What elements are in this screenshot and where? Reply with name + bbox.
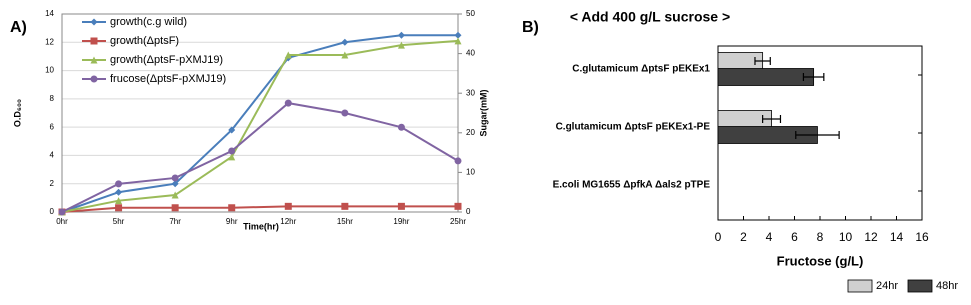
legend-label: growth(c.g wild) bbox=[110, 16, 187, 28]
chart-title: < Add 400 g/L sucrose > bbox=[570, 9, 730, 25]
point bbox=[397, 41, 405, 49]
point bbox=[454, 37, 462, 45]
y-tick-label: 4 bbox=[50, 151, 55, 160]
y2-tick-label: 0 bbox=[466, 207, 471, 216]
point bbox=[171, 204, 179, 212]
y2-tick-label: 40 bbox=[466, 49, 475, 58]
y-tick-label: C.glutamicum ΔptsF pEKEx1-PE bbox=[556, 122, 711, 133]
legend-label: growth(ΔptsF-pXMJ19) bbox=[110, 54, 223, 66]
error-bar bbox=[762, 115, 782, 123]
x-axis-label: Time(hr) bbox=[243, 221, 279, 231]
point bbox=[284, 99, 292, 107]
panel-label: B) bbox=[522, 19, 539, 36]
y2-tick-label: 20 bbox=[466, 128, 475, 137]
x-tick-label: 12 bbox=[864, 230, 878, 244]
point bbox=[228, 204, 236, 212]
y-tick-label: 12 bbox=[45, 37, 54, 46]
x-tick-label: 15hr bbox=[337, 217, 353, 226]
y-tick-label: C.glutamicum ΔptsF pEKEx1 bbox=[572, 64, 710, 75]
point bbox=[397, 123, 405, 131]
bar bbox=[717, 68, 815, 86]
x-tick-label: 16 bbox=[915, 230, 929, 244]
point bbox=[341, 202, 349, 210]
series-line bbox=[61, 205, 458, 213]
point bbox=[90, 75, 98, 83]
point bbox=[284, 51, 292, 59]
panel-label: A) bbox=[10, 19, 27, 36]
legend-label: 24hr bbox=[876, 280, 898, 292]
point bbox=[397, 31, 405, 39]
point bbox=[115, 204, 123, 212]
y-tick-label: 10 bbox=[45, 66, 54, 75]
x-tick-label: 0 bbox=[715, 230, 722, 244]
point bbox=[90, 56, 98, 64]
legend-label: 48hr bbox=[936, 280, 958, 292]
plot-frame bbox=[61, 13, 459, 213]
point bbox=[58, 208, 66, 216]
legend-swatch bbox=[907, 279, 933, 293]
point bbox=[90, 18, 98, 26]
legend-label: growth(ΔptsF) bbox=[110, 35, 179, 47]
series-line bbox=[61, 34, 458, 213]
legend-label: frucose(ΔptsF-pXMJ19) bbox=[110, 73, 226, 85]
y-tick-label: 8 bbox=[50, 94, 55, 103]
y-tick-label: 0 bbox=[50, 207, 55, 216]
series-line bbox=[61, 39, 459, 213]
x-axis-label: Fructose (g/L) bbox=[777, 253, 864, 268]
legend-swatch bbox=[847, 279, 873, 293]
point bbox=[454, 202, 462, 210]
y2-tick-label: 30 bbox=[466, 88, 475, 97]
error-bar bbox=[795, 131, 840, 139]
x-tick-label: 9hr bbox=[226, 217, 238, 226]
x-tick-label: 0hr bbox=[56, 217, 68, 226]
y-tick-label: 2 bbox=[50, 179, 55, 188]
point bbox=[171, 180, 179, 188]
y-tick-label: 14 bbox=[45, 9, 54, 18]
x-tick-label: 14 bbox=[890, 230, 904, 244]
point bbox=[341, 38, 349, 46]
x-tick-label: 25hr bbox=[450, 217, 466, 226]
point bbox=[284, 202, 292, 210]
point bbox=[115, 197, 123, 205]
y-tick-label: E.coli MG1655 ΔpfkA Δals2 pTPE bbox=[553, 180, 711, 191]
point bbox=[454, 157, 462, 165]
point bbox=[171, 191, 179, 199]
x-tick-label: 4 bbox=[766, 230, 773, 244]
point bbox=[171, 174, 179, 182]
x-tick-label: 12hr bbox=[280, 217, 296, 226]
x-tick-label: 7hr bbox=[169, 217, 181, 226]
x-tick-label: 8 bbox=[817, 230, 824, 244]
series-line bbox=[61, 102, 459, 213]
x-tick-label: 2 bbox=[740, 230, 747, 244]
y2-tick-label: 50 bbox=[466, 9, 475, 18]
x-tick-label: 6 bbox=[791, 230, 798, 244]
x-tick-label: 10 bbox=[839, 230, 853, 244]
point bbox=[341, 51, 349, 59]
point bbox=[115, 188, 123, 196]
error-bar bbox=[802, 73, 825, 81]
y2-axis-label: Sugar(mM) bbox=[478, 89, 488, 136]
point bbox=[397, 202, 405, 210]
x-tick-label: 19hr bbox=[393, 217, 409, 226]
error-bar bbox=[754, 57, 771, 65]
point bbox=[341, 109, 349, 117]
point bbox=[454, 31, 462, 39]
point bbox=[115, 180, 123, 188]
x-tick-label: 5hr bbox=[113, 217, 125, 226]
y-tick-label: 6 bbox=[50, 122, 55, 131]
point bbox=[90, 37, 98, 45]
y2-tick-label: 10 bbox=[466, 168, 475, 177]
y-axis-label: O.D₆₀₀ bbox=[12, 99, 22, 127]
point bbox=[228, 126, 236, 134]
point bbox=[228, 153, 236, 161]
point bbox=[228, 147, 236, 155]
